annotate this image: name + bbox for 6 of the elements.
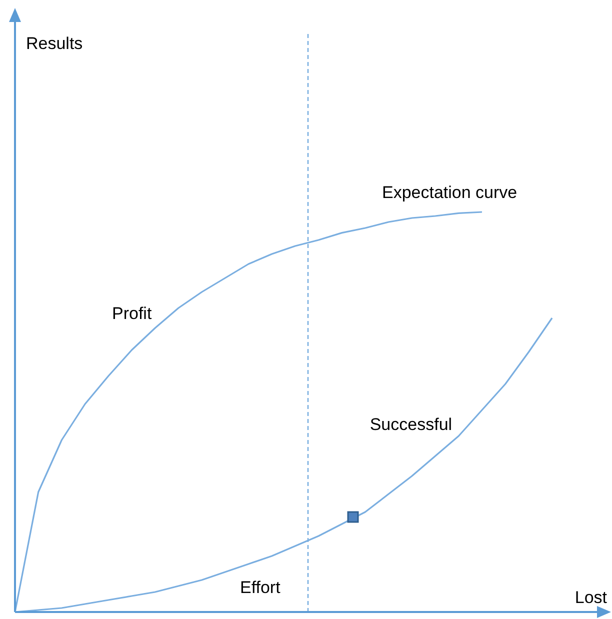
x-axis-title: Lost — [574, 588, 608, 607]
text: Results — [26, 34, 83, 53]
annotation: Effort — [240, 578, 281, 597]
annotation: Profit — [112, 304, 152, 323]
series-label: Expectation curve — [382, 183, 518, 202]
series-label: Successful — [370, 415, 452, 434]
